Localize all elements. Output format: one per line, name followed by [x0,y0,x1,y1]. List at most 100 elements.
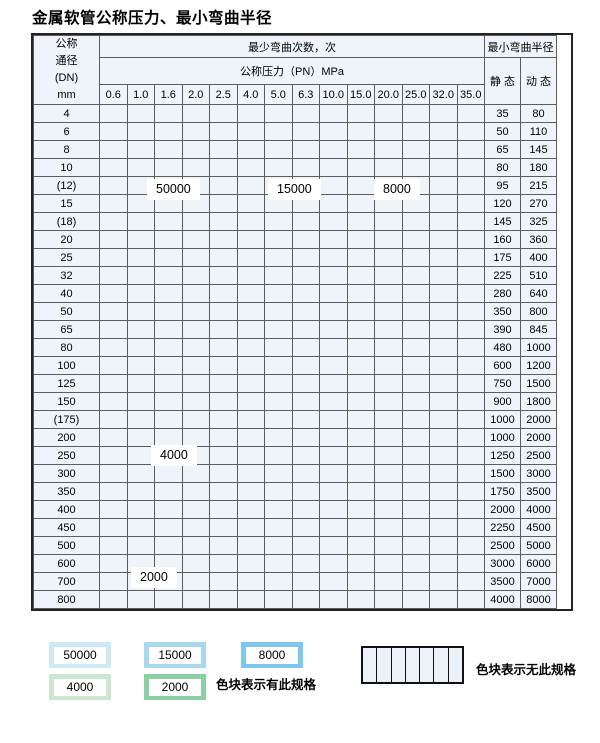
cell-static-radius: 2500 [484,536,521,555]
cell-dn-6-pn-15.0 [346,122,375,141]
cell-dynamic-radius: 3000 [520,464,557,483]
row-label-dn: 50 [33,302,100,321]
cell-dn-125-pn-4.0 [236,374,265,393]
cell-dn-125-pn-6.3 [291,374,320,393]
page-title: 金属软管公称压力、最小弯曲半径 [32,8,273,27]
cell-dn-400-pn-32.0 [429,500,458,519]
cell-static-radius: 1250 [484,446,521,465]
cell-dn-40-pn-20.0 [374,284,403,303]
cell-dynamic-radius: 8000 [520,590,557,609]
header-pressure-35.0: 35.0 [456,84,485,105]
cell-dn-500-pn-35.0 [456,536,485,555]
cell-dn-50-pn-10.0 [319,302,348,321]
row-label-dn: 20 [33,230,100,249]
cell-dn-800-pn-2.0 [181,590,210,609]
cell-dn-350-pn-1.0 [126,482,155,501]
cell-dn-150-pn-32.0 [429,392,458,411]
cell-dn-4-pn-10.0 [319,104,348,123]
cell-dn-20-pn-1.6 [154,230,183,249]
cell-dn-800-pn-25.0 [401,590,430,609]
cell-dn-800-pn-1.6 [154,590,183,609]
cell-dn-500-pn-32.0 [429,536,458,555]
header-pressure-20.0: 20.0 [374,84,403,105]
value-tag-4000: 4000 [152,446,196,465]
row-label-dn: (12) [33,176,100,195]
table-body: 4 35 80 6 50 110 8 65 145 10 80 180 (12) 95 215 15 120 27… [33,104,557,609]
cell-dn-400-pn-2.5 [209,500,238,519]
cell-dn-600-pn-6.3 [291,554,320,573]
cell-dn-(12)-pn-32.0 [429,176,458,195]
cell-dn-250-pn-6.3 [291,446,320,465]
cell-dn-600-pn-10.0 [319,554,348,573]
cell-dn-(18)-pn-1.0 [126,212,155,231]
cell-static-radius: 120 [484,194,521,213]
cell-dn-200-pn-0.6 [99,428,128,447]
cell-dn-20-pn-2.0 [181,230,210,249]
header-pressure-15.0: 15.0 [346,84,375,105]
table-row: 150 900 1800 [33,392,557,411]
cell-dn-20-pn-25.0 [401,230,430,249]
cell-dn-150-pn-10.0 [319,392,348,411]
cell-dn-40-pn-1.0 [126,284,155,303]
cell-dn-100-pn-20.0 [374,356,403,375]
cell-dn-65-pn-20.0 [374,320,403,339]
cell-dn-6-pn-1.6 [154,122,183,141]
cell-dn-80-pn-5.0 [264,338,293,357]
cell-dn-(18)-pn-20.0 [374,212,403,231]
cell-dn-(12)-pn-15.0 [346,176,375,195]
cell-dn-10-pn-15.0 [346,158,375,177]
cell-dn-100-pn-5.0 [264,356,293,375]
cell-dynamic-radius: 270 [520,194,557,213]
cell-dn-350-pn-35.0 [456,482,485,501]
cell-dn-20-pn-5.0 [264,230,293,249]
cell-dn-10-pn-25.0 [401,158,430,177]
cell-dn-20-pn-1.0 [126,230,155,249]
cell-dn-700-pn-0.6 [99,572,128,591]
table-row: 10 80 180 [33,158,557,177]
cell-dn-700-pn-25.0 [401,572,430,591]
cell-dn-50-pn-20.0 [374,302,403,321]
cell-static-radius: 280 [484,284,521,303]
cell-dn-600-pn-25.0 [401,554,430,573]
cell-dn-350-pn-0.6 [99,482,128,501]
table-row: 250 1250 2500 [33,446,557,465]
cell-dn-400-pn-0.6 [99,500,128,519]
cell-dn-32-pn-4.0 [236,266,265,285]
cell-dynamic-radius: 2500 [520,446,557,465]
cell-dn-400-pn-35.0 [456,500,485,519]
cell-dn-4-pn-20.0 [374,104,403,123]
cell-dn-32-pn-35.0 [456,266,485,285]
row-label-dn: 800 [33,590,100,609]
cell-dn-20-pn-15.0 [346,230,375,249]
table-row: 125 750 1500 [33,374,557,393]
cell-dn-80-pn-6.3 [291,338,320,357]
row-label-dn: 150 [33,392,100,411]
cell-dn-40-pn-0.6 [99,284,128,303]
cell-dn-(175)-pn-5.0 [264,410,293,429]
cell-dn-32-pn-10.0 [319,266,348,285]
cell-dynamic-radius: 180 [520,158,557,177]
cell-dynamic-radius: 5000 [520,536,557,555]
row-label-dn: 250 [33,446,100,465]
row-label-dn: 100 [33,356,100,375]
cell-dn-(18)-pn-32.0 [429,212,458,231]
cell-dn-65-pn-4.0 [236,320,265,339]
cell-dn-8-pn-1.0 [126,140,155,159]
table-row: 4 35 80 [33,104,557,123]
cell-dn-500-pn-15.0 [346,536,375,555]
cell-dn-200-pn-5.0 [264,428,293,447]
cell-dn-(175)-pn-10.0 [319,410,348,429]
cell-dn-10-pn-2.5 [209,158,238,177]
cell-dn-150-pn-15.0 [346,392,375,411]
table-row: 8 65 145 [33,140,557,159]
cell-dn-8-pn-32.0 [429,140,458,159]
cell-dn-50-pn-2.5 [209,302,238,321]
legend-swatch-label: 4000 [54,678,106,696]
cell-dn-300-pn-20.0 [374,464,403,483]
cell-dn-20-pn-20.0 [374,230,403,249]
cell-dn-15-pn-15.0 [346,194,375,213]
header-row-1: 公称 通径 (DN) mm 最少弯曲次数，次 最小弯曲半径 [33,35,557,105]
cell-dn-(18)-pn-1.6 [154,212,183,231]
cell-dn-400-pn-1.0 [126,500,155,519]
cell-dn-25-pn-1.6 [154,248,183,267]
